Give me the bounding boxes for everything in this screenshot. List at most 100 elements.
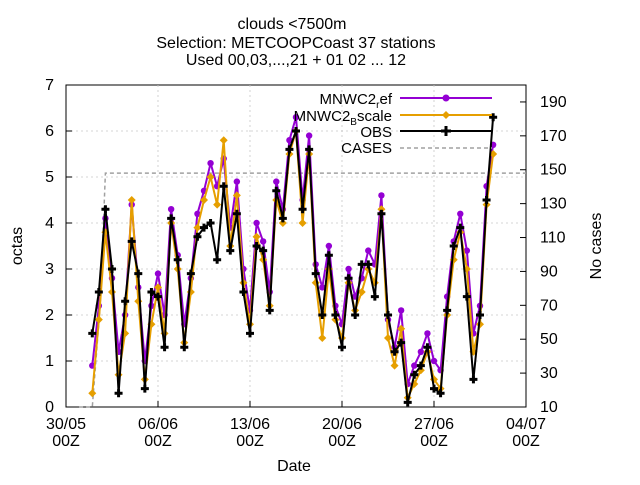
data-point-OBS [436,389,445,398]
data-point-MNWC2_ref [378,192,385,199]
y-tick-label: 6 [45,123,54,140]
data-point-OBS [403,398,412,407]
axis-ticks: 30/0500Z06/0600Z13/0600Z20/0600Z27/0600Z… [45,77,567,450]
data-point-OBS [121,297,130,306]
data-point-OBS [449,242,458,250]
data-point-MNWC2_Bscale [232,191,241,200]
data-point-OBS [292,127,300,135]
data-point-OBS [324,251,333,260]
data-point-OBS [338,343,346,352]
chart-subtitle-selection: Selection: METCOOPCoast 37 stations [156,35,435,52]
data-point-OBS [410,370,419,379]
data-point-OBS [370,292,379,301]
y-tick-label: 4 [45,215,54,232]
data-point-MNWC2_Bscale [397,324,406,333]
data-point-OBS [278,214,287,223]
chart-title: clouds <7500m [238,16,347,33]
data-point-OBS [108,265,116,273]
legend-entry-cases: CASES [341,140,492,157]
data-point-OBS [101,205,110,214]
data-point-OBS [423,343,432,352]
data-point-MNWC2_Bscale [278,219,287,227]
data-point-OBS [272,186,281,195]
legend-marker-bscale [442,111,450,119]
x-tick-label: 06/06 [138,416,178,433]
legend-label-obs: OBS [360,124,392,141]
legend: MNWC2ref MNWC2Bscale OBS CASES [294,91,492,157]
data-point-OBS [252,242,261,250]
data-point-OBS [154,292,162,301]
x-axis-title: Date [277,458,311,475]
y-axis-title: octas [9,227,26,265]
data-point-MNWC2_ref [292,114,300,121]
data-point-OBS [193,232,202,241]
data-point-OBS [351,311,360,319]
data-point-OBS [285,145,294,154]
y2-tick-label: 30 [540,365,558,382]
data-point-MNWC2_Bscale [193,223,202,232]
data-point-OBS [298,205,307,214]
data-point-OBS [259,246,268,255]
series-OBS [88,113,498,407]
series-line-MNWC2_ref [91,116,495,385]
data-point-MNWC2_Bscale [88,389,97,398]
data-point-OBS [167,214,176,223]
data-point-OBS [173,255,182,264]
data-point-MNWC2_Bscale [357,288,366,296]
x-tick-label: 27/06 [414,416,454,433]
data-point-MNWC2_ref [273,178,280,185]
data-point-OBS [180,343,189,352]
y2-tick-label: 170 [540,128,567,145]
y2-tick-label: 110 [540,230,566,247]
data-point-MNWC2_ref [207,160,214,167]
data-point-OBS [482,196,491,204]
y2-tick-label: 190 [540,94,567,111]
data-point-MNWC2_ref [424,330,431,337]
data-point-MNWC2_Bscale [94,315,103,324]
data-point-OBS [416,361,425,370]
data-point-OBS [305,145,314,154]
data-point-OBS [232,209,241,218]
x-tick-label: 30/05 [46,416,86,433]
data-point-OBS [318,311,327,319]
data-point-OBS [88,329,97,338]
y-tick-label: 0 [45,399,54,416]
y-tick-label: 2 [45,307,54,324]
data-point-MNWC2_ref [259,238,267,245]
data-point-MNWC2_Bscale [206,173,215,181]
x-tick-label: 20/06 [322,416,362,433]
data-point-OBS [476,311,484,319]
data-point-OBS [239,288,248,296]
y-tick-label: 3 [45,261,54,278]
data-point-OBS [311,269,320,278]
x-tick-label-hour: 00Z [420,433,448,450]
data-point-MNWC2_ref [286,137,293,144]
series-MNWC2_ref [89,114,497,388]
data-point-OBS [94,288,103,296]
data-point-MNWC2_Bscale [108,288,116,296]
data-point-MNWC2_Bscale [384,334,392,342]
data-point-OBS [140,384,149,393]
legend-marker-ref [442,94,450,102]
y-tick-label: 1 [45,353,54,370]
data-point-MNWC2_ref [194,210,201,217]
data-point-MNWC2_ref [365,247,372,254]
y2-tick-label: 90 [540,263,558,280]
x-tick-label: 13/06 [230,416,270,433]
data-point-OBS [430,384,438,393]
data-point-MNWC2_Bscale [390,361,399,370]
data-point-OBS [462,292,471,301]
x-tick-label-hour: 00Z [52,433,80,450]
y2-axis-title: No cases [588,213,605,280]
x-tick-label-hour: 00Z [144,433,172,450]
y2-tick-label: 10 [540,399,558,416]
data-point-MNWC2_Bscale [134,297,143,306]
data-point-OBS [397,338,406,347]
y-tick-label: 5 [45,169,54,186]
data-point-MNWC2_Bscale [127,196,136,204]
data-point-OBS [469,375,478,384]
data-point-OBS [331,311,340,319]
data-point-OBS [219,182,228,191]
